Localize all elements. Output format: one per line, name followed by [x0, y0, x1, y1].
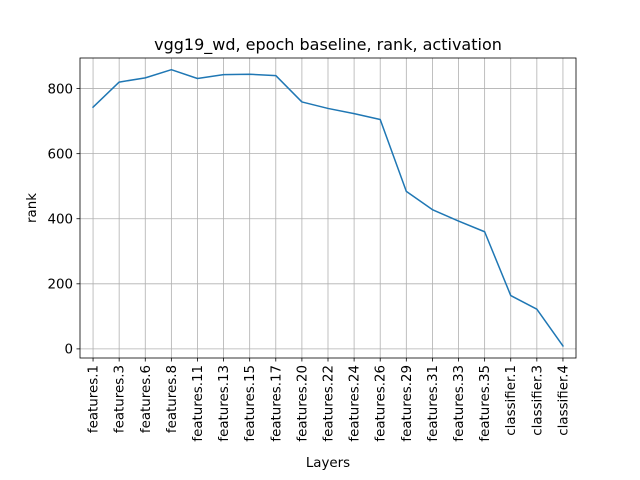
x-tick-label: features.33 [452, 365, 467, 442]
y-tick-label: 400 [47, 212, 73, 227]
grid [80, 58, 576, 358]
x-tick-label: features.13 [217, 365, 232, 442]
x-tick-label: features.20 [295, 365, 310, 442]
x-tick-label: features.6 [139, 365, 154, 433]
y-tick-label: 800 [47, 82, 73, 97]
x-tick-label: classifier.4 [556, 365, 571, 436]
x-tick-label: features.35 [478, 365, 493, 442]
y-axis-ticks: 0 200 400 600 800 [47, 82, 80, 358]
x-axis-ticks: features.1 features.3 features.6 features.8… [87, 358, 571, 442]
x-tick-label: features.3 [113, 365, 128, 433]
x-tick-label: features.15 [243, 365, 258, 442]
x-tick-label: classifier.3 [530, 365, 545, 436]
x-tick-label: features.17 [269, 365, 284, 442]
x-tick-label: features.29 [400, 365, 415, 442]
x-axis-label: Layers [306, 456, 350, 471]
series-line [91, 68, 564, 348]
y-axis-label: rank [25, 193, 40, 223]
x-tick-label: features.8 [165, 365, 180, 433]
x-tick-label: features.31 [426, 365, 441, 442]
x-tick-label: features.11 [191, 365, 206, 442]
y-tick-label: 200 [47, 278, 73, 293]
y-tick-label: 600 [47, 147, 73, 162]
y-tick-label: 0 [64, 343, 73, 358]
x-tick-label: classifier.1 [504, 365, 519, 436]
x-tick-label: features.26 [374, 365, 389, 442]
x-tick-label: features.22 [322, 365, 337, 442]
x-tick-label: features.1 [87, 365, 102, 433]
series-layer [91, 68, 564, 348]
chart-title: vgg19_wd, epoch baseline, rank, activati… [154, 35, 502, 55]
x-tick-label: features.24 [348, 365, 363, 442]
